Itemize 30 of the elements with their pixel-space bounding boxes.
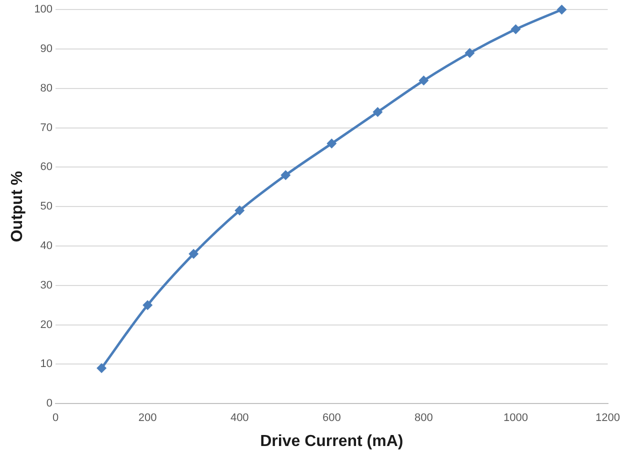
point — [188, 248, 199, 259]
point — [96, 363, 107, 374]
y-tick-label: 40 — [40, 240, 53, 252]
y-tick-label: 10 — [40, 358, 53, 370]
point — [510, 24, 521, 34]
y-tick-label: 70 — [40, 122, 53, 134]
point — [142, 300, 153, 310]
point — [464, 48, 475, 58]
y-tick-label: 20 — [40, 318, 53, 331]
y-tick-label: 50 — [40, 200, 53, 213]
y-tick-label: 80 — [40, 82, 53, 94]
x-tick-label: 1200 — [596, 412, 620, 424]
x-tick-label: 1000 — [503, 412, 528, 424]
point — [280, 170, 291, 180]
point — [556, 4, 567, 15]
x-axis-title: Drive Current (mA) — [260, 432, 404, 450]
point — [418, 76, 429, 86]
x-tick-label: 600 — [322, 412, 341, 424]
x-tick-label: 400 — [230, 412, 249, 424]
y-tick-label: 0 — [46, 398, 53, 410]
point — [372, 107, 383, 118]
point — [234, 206, 245, 216]
y-tick-label: 90 — [40, 43, 53, 56]
x-tick-label: 800 — [414, 412, 433, 424]
x-tick-label: 200 — [138, 412, 157, 424]
y-axis-title: Output % — [9, 171, 26, 242]
point — [326, 138, 337, 149]
y-tick-label: 60 — [40, 161, 53, 174]
y-tick-label: 30 — [40, 279, 53, 292]
y-tick-label: 100 — [34, 4, 53, 16]
